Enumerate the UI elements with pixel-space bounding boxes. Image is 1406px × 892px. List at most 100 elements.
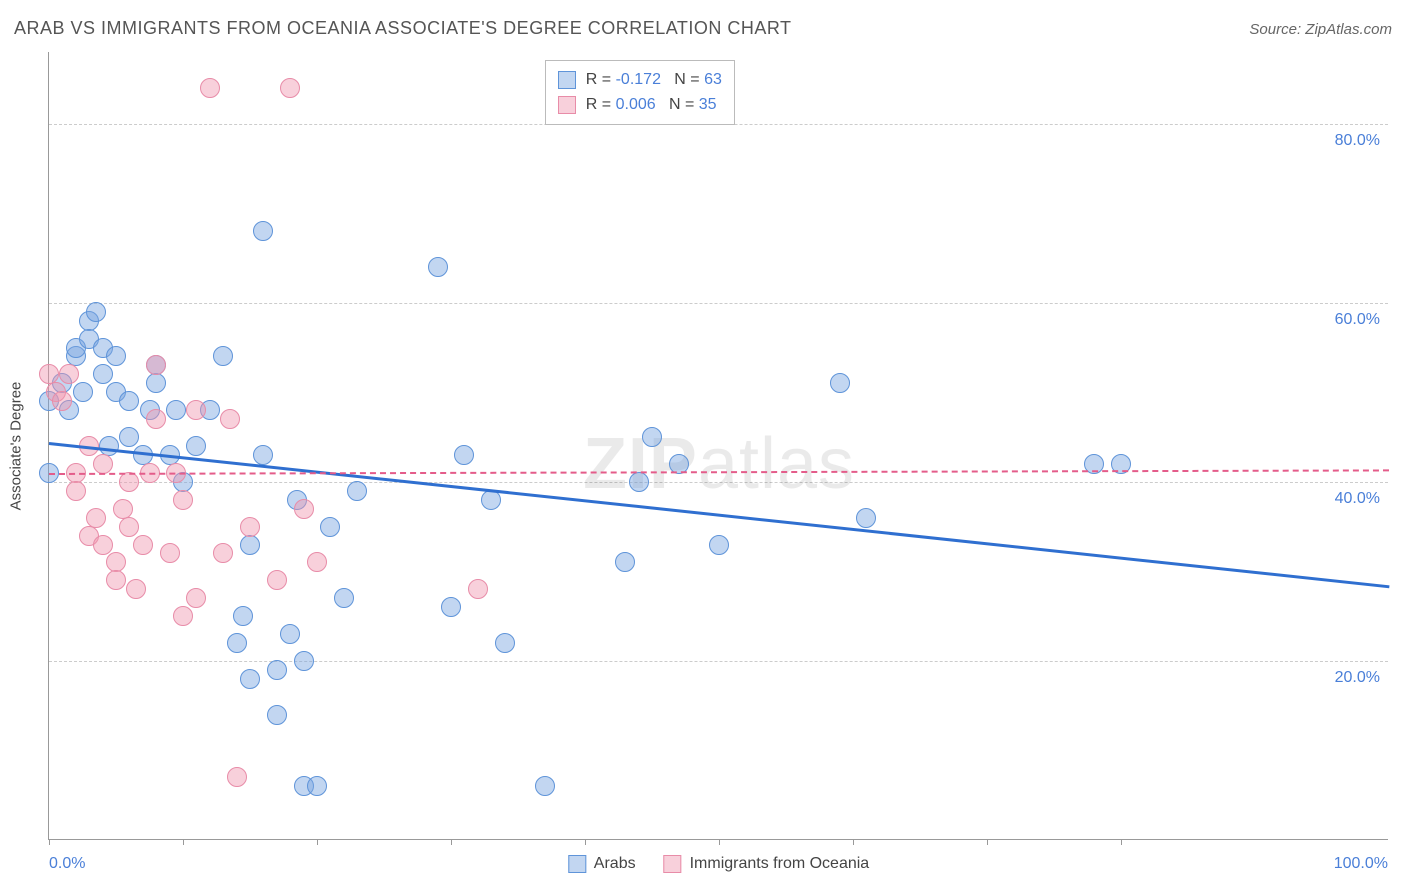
scatter-point [428,257,448,277]
scatter-point [166,400,186,420]
x-min-label: 0.0% [49,855,85,873]
scatter-point [119,391,139,411]
grid-line [49,482,1388,483]
series-legend-label: Immigrants from Oceania [690,855,870,873]
scatter-point [220,409,240,429]
scatter-point [227,767,247,787]
stats-legend-row: R = 0.006 N = 35 [558,92,722,118]
x-tick [987,839,988,845]
scatter-point [454,445,474,465]
scatter-point [856,508,876,528]
chart-header: ARAB VS IMMIGRANTS FROM OCEANIA ASSOCIAT… [14,18,1392,39]
scatter-point [106,346,126,366]
scatter-point [133,535,153,555]
scatter-point [146,409,166,429]
scatter-point [253,221,273,241]
scatter-point [307,552,327,572]
scatter-point [93,454,113,474]
scatter-point [52,391,72,411]
stats-legend: R = -0.172 N = 63R = 0.006 N = 35 [545,60,735,125]
scatter-point [119,427,139,447]
x-tick [49,839,50,845]
scatter-point [334,588,354,608]
scatter-point [119,472,139,492]
chart-title: ARAB VS IMMIGRANTS FROM OCEANIA ASSOCIAT… [14,18,792,39]
scatter-point [86,302,106,322]
x-tick [853,839,854,845]
scatter-point [186,436,206,456]
scatter-point [294,651,314,671]
scatter-point [119,517,139,537]
scatter-point [441,597,461,617]
scatter-point [93,364,113,384]
scatter-point [240,535,260,555]
scatter-point [233,606,253,626]
grid-line [49,661,1388,662]
series-legend: Arabs Immigrants from Oceania [568,855,869,873]
legend-swatch [664,855,682,873]
scatter-point [200,78,220,98]
scatter-point [240,517,260,537]
scatter-point [213,346,233,366]
stats-legend-row: R = -0.172 N = 63 [558,67,722,93]
scatter-point [267,705,287,725]
watermark: ZIPatlas [583,423,855,505]
x-tick [451,839,452,845]
scatter-point [173,490,193,510]
scatter-point [709,535,729,555]
grid-line [49,303,1388,304]
scatter-point [240,669,260,689]
scatter-point [294,499,314,519]
scatter-point [146,355,166,375]
scatter-point [73,382,93,402]
scatter-point [86,508,106,528]
scatter-point [320,517,340,537]
y-axis-label: Associate's Degree [8,382,25,511]
scatter-point [307,776,327,796]
scatter-point [173,606,193,626]
scatter-point [227,633,247,653]
series-legend-item: Immigrants from Oceania [664,855,870,873]
scatter-point [59,364,79,384]
y-tick-label: 60.0% [1335,311,1380,329]
plot-area: 20.0%40.0%60.0%80.0%0.0%100.0%ZIPatlasR … [48,52,1388,840]
scatter-point [213,543,233,563]
trend-line [49,442,1389,588]
y-tick-label: 80.0% [1335,132,1380,150]
scatter-point [146,373,166,393]
x-tick [719,839,720,845]
y-tick-label: 20.0% [1335,669,1380,687]
scatter-point [642,427,662,447]
series-legend-item: Arabs [568,855,636,873]
scatter-point [615,552,635,572]
scatter-point [468,579,488,599]
series-legend-label: Arabs [594,855,636,873]
scatter-point [535,776,555,796]
chart-source: Source: ZipAtlas.com [1249,21,1392,38]
scatter-point [495,633,515,653]
x-tick [317,839,318,845]
x-tick [183,839,184,845]
scatter-point [481,490,501,510]
scatter-point [280,624,300,644]
scatter-point [160,543,180,563]
legend-swatch [558,96,576,114]
scatter-point [267,660,287,680]
scatter-point [280,78,300,98]
scatter-point [629,472,649,492]
trend-line [49,469,1389,475]
legend-swatch [558,71,576,89]
scatter-point [347,481,367,501]
scatter-point [186,588,206,608]
scatter-point [830,373,850,393]
x-tick [585,839,586,845]
x-max-label: 100.0% [1334,855,1388,873]
scatter-point [267,570,287,590]
scatter-point [106,570,126,590]
scatter-point [66,481,86,501]
legend-swatch [568,855,586,873]
y-tick-label: 40.0% [1335,490,1380,508]
x-tick [1121,839,1122,845]
scatter-point [93,535,113,555]
scatter-point [126,579,146,599]
